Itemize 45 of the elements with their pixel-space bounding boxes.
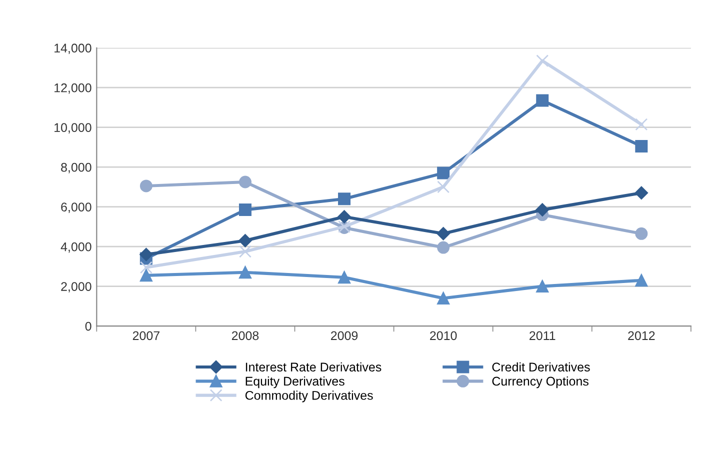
point [635, 140, 648, 152]
point [338, 271, 351, 284]
point [635, 118, 648, 131]
y-tick-label: 8,000 [61, 162, 92, 174]
x-tick-label: 2009 [331, 331, 358, 340]
point [140, 180, 152, 192]
y-tick-label: 14,000 [54, 44, 92, 54]
point [536, 54, 549, 68]
y-tick-label: 6,000 [61, 202, 92, 213]
point [437, 180, 450, 194]
y-tick-label: 2,000 [61, 282, 92, 292]
x-tick-label: 2011 [530, 331, 556, 340]
x-tick-label: 2012 [628, 331, 655, 340]
y-tick-label: 4,000 [60, 242, 92, 253]
point [140, 261, 152, 274]
point [634, 186, 648, 200]
point [635, 227, 648, 240]
point [238, 234, 252, 248]
point [338, 210, 351, 224]
point [536, 280, 549, 293]
point [437, 166, 450, 180]
point [437, 292, 450, 304]
y-tick-label: 10,000 [54, 123, 92, 134]
point [536, 203, 549, 216]
x-tick-label: 2008 [232, 331, 259, 340]
legend-label: Commodity Derivatives [245, 390, 373, 402]
x-tick-label: 2007 [132, 331, 160, 340]
legend-label: Credit Derivatives [492, 362, 590, 372]
y-tick-label: 12,000 [54, 83, 92, 94]
point [140, 248, 153, 262]
point [338, 192, 351, 206]
legend-label: Equity Derivatives [246, 376, 344, 388]
point [238, 245, 252, 258]
point [436, 227, 450, 240]
point [140, 269, 152, 282]
x-tick-label: 2010 [430, 331, 457, 340]
point [238, 204, 252, 216]
point [238, 266, 252, 279]
point [437, 241, 450, 254]
point [238, 176, 252, 188]
point [536, 94, 549, 107]
point [635, 274, 648, 287]
legend-label: Currency Options [492, 376, 588, 388]
y-tick-label: 0 [85, 322, 92, 331]
legend-label: Interest Rate Derivatives [246, 362, 382, 372]
